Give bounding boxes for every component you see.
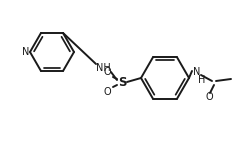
Text: N: N: [192, 67, 200, 77]
Text: O: O: [204, 92, 212, 102]
Text: NH: NH: [95, 63, 110, 73]
Text: O: O: [103, 67, 110, 77]
Text: S: S: [117, 75, 126, 88]
Text: H: H: [198, 75, 205, 85]
Text: N: N: [22, 47, 29, 57]
Text: O: O: [103, 87, 110, 97]
